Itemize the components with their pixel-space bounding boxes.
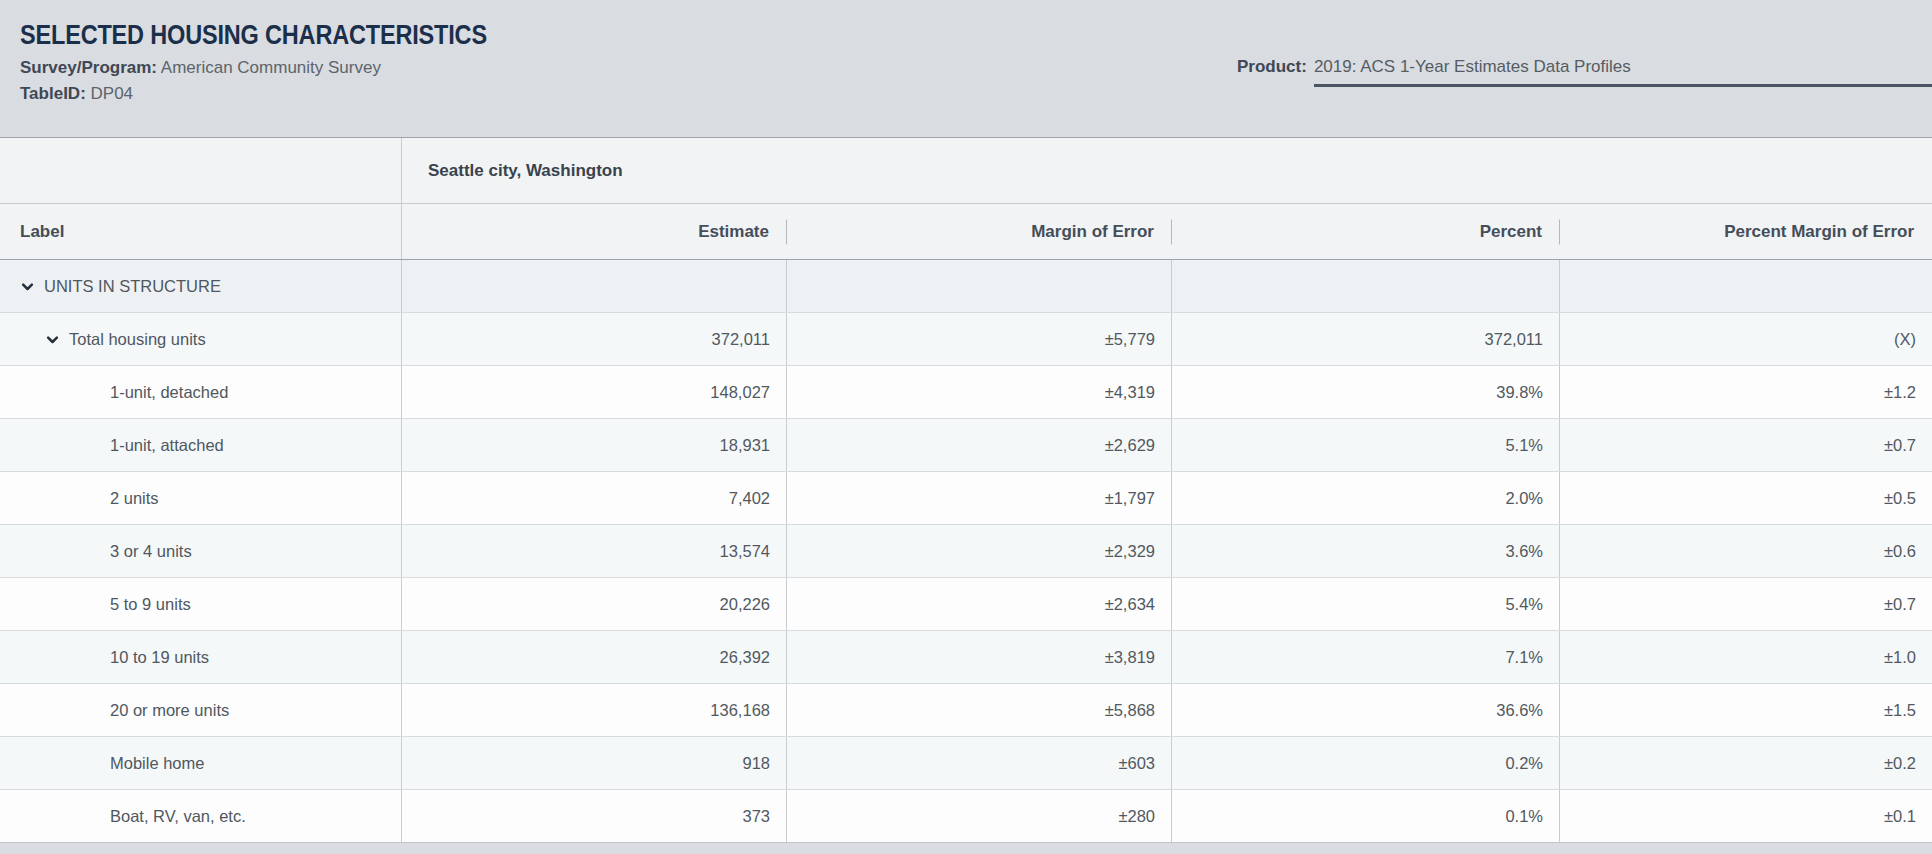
table-id-line: TableID: DP04 xyxy=(20,84,133,104)
percent-cell: 36.6% xyxy=(1172,684,1560,736)
estimate-cell: 372,011 xyxy=(402,313,787,365)
chevron-down-icon[interactable] xyxy=(45,332,60,347)
percent-margin-of-error-cell: ±1.0 xyxy=(1560,631,1932,683)
percent-cell: 5.1% xyxy=(1172,419,1560,471)
table-row: 1-unit, attached 18,931 ±2,629 5.1% ±0.7 xyxy=(0,419,1932,472)
percent-margin-of-error-cell: ±0.2 xyxy=(1560,737,1932,789)
margin-of-error-cell: ±3,819 xyxy=(787,631,1172,683)
survey-program-label: Survey/Program: xyxy=(20,58,157,77)
table-row: 3 or 4 units 13,574 ±2,329 3.6% ±0.6 xyxy=(0,525,1932,578)
margin-of-error-cell xyxy=(787,260,1172,312)
percent-margin-of-error-cell: (X) xyxy=(1560,313,1932,365)
margin-of-error-cell: ±2,629 xyxy=(787,419,1172,471)
percent-margin-of-error-cell: ±0.7 xyxy=(1560,419,1932,471)
product-select[interactable]: 2019: ACS 1-Year Estimates Data Profiles xyxy=(1314,57,1932,87)
column-header-estimate: Estimate xyxy=(402,204,787,259)
percent-cell: 0.2% xyxy=(1172,737,1560,789)
geo-header-spacer-cell xyxy=(0,138,402,203)
column-header-percent: Percent xyxy=(1172,204,1560,259)
percent-cell: 2.0% xyxy=(1172,472,1560,524)
percent-cell: 372,011 xyxy=(1172,313,1560,365)
row-label: Total housing units xyxy=(69,330,206,349)
margin-of-error-cell: ±2,634 xyxy=(787,578,1172,630)
table-row: Boat, RV, van, etc. 373 ±280 0.1% ±0.1 xyxy=(0,790,1932,843)
table-row: Mobile home 918 ±603 0.2% ±0.2 xyxy=(0,737,1932,790)
table-id-label: TableID: xyxy=(20,84,86,103)
margin-of-error-cell: ±4,319 xyxy=(787,366,1172,418)
chevron-down-icon[interactable] xyxy=(20,279,35,294)
row-label: 20 or more units xyxy=(110,701,229,720)
estimate-cell: 18,931 xyxy=(402,419,787,471)
table-row: UNITS IN STRUCTURE xyxy=(0,260,1932,313)
percent-cell: 5.4% xyxy=(1172,578,1560,630)
estimate-cell xyxy=(402,260,787,312)
data-table: Seattle city, Washington Label Estimate … xyxy=(0,137,1932,843)
estimate-cell: 918 xyxy=(402,737,787,789)
margin-of-error-cell: ±5,779 xyxy=(787,313,1172,365)
geo-header-row: Seattle city, Washington xyxy=(0,138,1932,204)
percent-cell: 7.1% xyxy=(1172,631,1560,683)
percent-cell: 39.8% xyxy=(1172,366,1560,418)
percent-margin-of-error-cell xyxy=(1560,260,1932,312)
row-label: 1-unit, detached xyxy=(110,383,228,402)
product-row: Product: 2019: ACS 1-Year Estimates Data… xyxy=(1237,57,1932,87)
percent-margin-of-error-cell: ±1.2 xyxy=(1560,366,1932,418)
table-row: 2 units 7,402 ±1,797 2.0% ±0.5 xyxy=(0,472,1932,525)
column-header-label: Label xyxy=(0,204,402,259)
row-label: 5 to 9 units xyxy=(110,595,191,614)
estimate-cell: 373 xyxy=(402,790,787,842)
estimate-cell: 136,168 xyxy=(402,684,787,736)
table-row: Total housing units 372,011 ±5,779 372,0… xyxy=(0,313,1932,366)
table-row: 10 to 19 units 26,392 ±3,819 7.1% ±1.0 xyxy=(0,631,1932,684)
percent-margin-of-error-cell: ±0.6 xyxy=(1560,525,1932,577)
percent-cell: 3.6% xyxy=(1172,525,1560,577)
survey-program-line: Survey/Program: American Community Surve… xyxy=(20,58,381,78)
estimate-cell: 148,027 xyxy=(402,366,787,418)
margin-of-error-cell: ±5,868 xyxy=(787,684,1172,736)
percent-margin-of-error-cell: ±0.5 xyxy=(1560,472,1932,524)
row-label: UNITS IN STRUCTURE xyxy=(44,277,221,296)
geo-header-cell: Seattle city, Washington xyxy=(402,138,1932,203)
estimate-cell: 7,402 xyxy=(402,472,787,524)
percent-cell: 0.1% xyxy=(1172,790,1560,842)
survey-program-value: American Community Survey xyxy=(161,58,381,77)
table-id-value: DP04 xyxy=(91,84,134,103)
product-label: Product: xyxy=(1237,57,1307,77)
row-label: Mobile home xyxy=(110,754,204,773)
table-row: 5 to 9 units 20,226 ±2,634 5.4% ±0.7 xyxy=(0,578,1932,631)
column-header-margin-of-error: Margin of Error xyxy=(787,204,1172,259)
page-title: SELECTED HOUSING CHARACTERISTICS xyxy=(20,20,487,51)
margin-of-error-cell: ±2,329 xyxy=(787,525,1172,577)
table-row: 20 or more units 136,168 ±5,868 36.6% ±1… xyxy=(0,684,1932,737)
column-header-percent-margin-of-error: Percent Margin of Error xyxy=(1560,204,1932,259)
row-label: 2 units xyxy=(110,489,159,508)
estimate-cell: 20,226 xyxy=(402,578,787,630)
census-table-page: SELECTED HOUSING CHARACTERISTICS Survey/… xyxy=(0,0,1932,854)
margin-of-error-cell: ±1,797 xyxy=(787,472,1172,524)
estimate-cell: 13,574 xyxy=(402,525,787,577)
row-label: Boat, RV, van, etc. xyxy=(110,807,246,826)
percent-margin-of-error-cell: ±0.7 xyxy=(1560,578,1932,630)
percent-margin-of-error-cell: ±1.5 xyxy=(1560,684,1932,736)
table-row: 1-unit, detached 148,027 ±4,319 39.8% ±1… xyxy=(0,366,1932,419)
row-label: 1-unit, attached xyxy=(110,436,224,455)
percent-margin-of-error-cell: ±0.1 xyxy=(1560,790,1932,842)
margin-of-error-cell: ±280 xyxy=(787,790,1172,842)
row-label: 3 or 4 units xyxy=(110,542,192,561)
row-label: 10 to 19 units xyxy=(110,648,209,667)
margin-of-error-cell: ±603 xyxy=(787,737,1172,789)
estimate-cell: 26,392 xyxy=(402,631,787,683)
column-header-row: Label Estimate Margin of Error Percent P… xyxy=(0,204,1932,260)
percent-cell xyxy=(1172,260,1560,312)
